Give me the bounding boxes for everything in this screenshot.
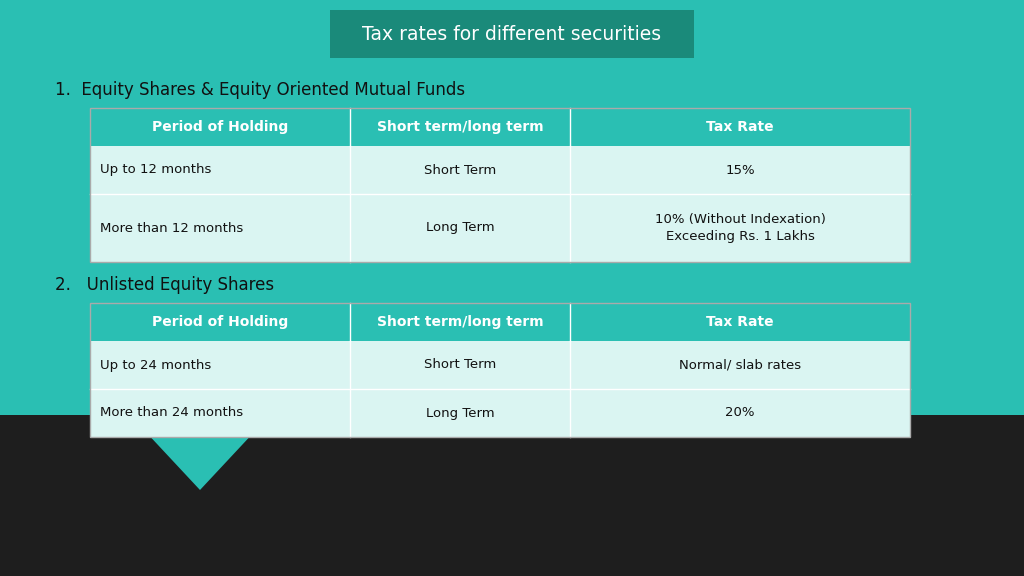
Text: 10% (Without Indexation)
Exceeding Rs. 1 Lakhs: 10% (Without Indexation) Exceeding Rs. 1…	[654, 213, 825, 243]
Bar	[90, 303, 910, 341]
Text: Up to 12 months: Up to 12 months	[100, 164, 211, 176]
Text: Up to 24 months: Up to 24 months	[100, 358, 211, 372]
Bar	[0, 0, 1024, 415]
Text: 15%: 15%	[725, 164, 755, 176]
Bar	[90, 341, 910, 389]
Text: Normal/ slab rates: Normal/ slab rates	[679, 358, 801, 372]
Text: 1.  Equity Shares & Equity Oriented Mutual Funds: 1. Equity Shares & Equity Oriented Mutua…	[55, 81, 465, 99]
Bar	[330, 10, 694, 58]
Bar	[90, 194, 910, 262]
Text: Short term/long term: Short term/long term	[377, 315, 544, 329]
Bar	[90, 108, 910, 262]
Text: More than 12 months: More than 12 months	[100, 222, 244, 234]
Text: Tax rates for different securities: Tax rates for different securities	[362, 25, 662, 44]
Text: Short Term: Short Term	[424, 358, 496, 372]
Bar	[90, 389, 910, 437]
Bar	[90, 146, 910, 194]
Bar	[90, 303, 910, 437]
Text: Tax Rate: Tax Rate	[707, 120, 774, 134]
Bar	[90, 108, 910, 146]
Polygon shape	[130, 415, 270, 490]
Text: 2.   Unlisted Equity Shares: 2. Unlisted Equity Shares	[55, 276, 274, 294]
Text: Period of Holding: Period of Holding	[152, 120, 288, 134]
Text: Tax Rate: Tax Rate	[707, 315, 774, 329]
Text: Long Term: Long Term	[426, 222, 495, 234]
Text: Short term/long term: Short term/long term	[377, 120, 544, 134]
Text: 20%: 20%	[725, 407, 755, 419]
Bar	[0, 415, 1024, 576]
Text: More than 24 months: More than 24 months	[100, 407, 243, 419]
Text: Long Term: Long Term	[426, 407, 495, 419]
Text: Short Term: Short Term	[424, 164, 496, 176]
Text: Period of Holding: Period of Holding	[152, 315, 288, 329]
